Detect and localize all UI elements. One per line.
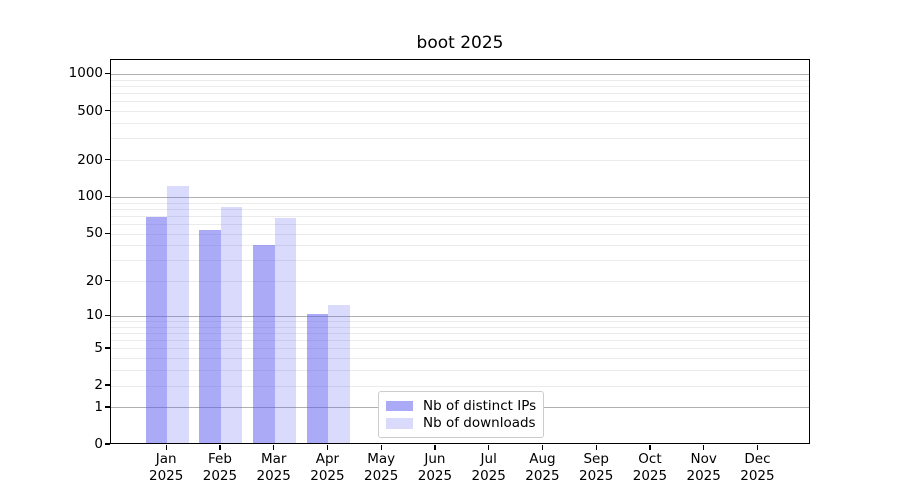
minor-gridline (111, 138, 809, 140)
minor-gridline (111, 85, 809, 87)
x-tick-mark (703, 445, 705, 450)
y-tick-label: 10 (85, 307, 103, 324)
minor-gridline (111, 93, 809, 95)
bar-downloads (328, 305, 350, 443)
x-tick-label: Apr 2025 (310, 451, 345, 484)
minor-gridline (111, 348, 809, 350)
x-tick-mark (756, 445, 759, 450)
y-tick-mark (105, 280, 110, 282)
y-tick-mark (105, 443, 110, 445)
bar-distinct-ips (253, 245, 275, 443)
minor-gridline (111, 358, 809, 360)
bar-downloads (220, 207, 243, 443)
x-tick-label: Dec 2025 (740, 451, 775, 484)
major-gridline (111, 315, 809, 317)
x-tick-mark (488, 445, 490, 450)
legend: Nb of distinct IPs Nb of downloads (378, 391, 544, 438)
minor-gridline (111, 160, 809, 162)
minor-gridline (111, 111, 809, 113)
minor-gridline (111, 202, 809, 204)
y-tick-label: 5 (94, 339, 103, 356)
minor-gridline (111, 281, 809, 283)
x-tick-label: Feb 2025 (202, 451, 238, 484)
legend-item-downloads: Nb of downloads (386, 415, 536, 433)
minor-gridline (111, 245, 809, 247)
minor-gridline (111, 233, 809, 235)
minor-gridline (111, 79, 809, 81)
y-tick-label: 200 (77, 151, 103, 168)
legend-label-downloads: Nb of downloads (423, 415, 536, 432)
x-tick-mark (541, 445, 544, 450)
chart-title: boot 2025 (416, 33, 504, 53)
y-tick-mark (105, 158, 110, 161)
minor-gridline (111, 370, 809, 372)
y-tick-label: 1000 (68, 65, 103, 82)
x-tick-mark (649, 445, 651, 450)
y-tick-mark (105, 384, 110, 386)
y-tick-label: 100 (77, 188, 103, 205)
bar-distinct-ips (145, 216, 168, 443)
minor-gridline (111, 340, 809, 342)
x-tick-label: Mar 2025 (256, 451, 291, 484)
y-tick-label: 20 (85, 272, 103, 289)
legend-item-distinct-ips: Nb of distinct IPs (386, 397, 537, 415)
minor-gridline (111, 326, 809, 328)
x-tick-mark (326, 445, 329, 450)
x-tick-mark (219, 445, 221, 450)
minor-gridline (111, 332, 809, 334)
minor-gridline (111, 260, 809, 262)
x-tick-label: Jun 2025 (417, 451, 453, 484)
x-tick-label: Sep 2025 (579, 451, 614, 484)
plot-area (110, 59, 810, 444)
y-tick-label: 0 (94, 436, 103, 452)
y-tick-label: 500 (77, 102, 103, 119)
legend-swatch-distinct-ips (386, 400, 413, 411)
x-tick-label: Aug 2025 (525, 451, 560, 484)
y-tick-mark (105, 232, 110, 234)
y-tick-mark (105, 72, 110, 75)
minor-gridline (111, 215, 809, 217)
minor-gridline (111, 321, 809, 322)
y-tick-label: 1 (94, 398, 103, 415)
minor-gridline (111, 224, 809, 226)
minor-gridline (111, 101, 809, 103)
bar-distinct-ips (306, 314, 329, 443)
y-tick-mark (105, 195, 110, 198)
x-tick-label: Jul 2025 (471, 451, 506, 484)
x-tick-label: Nov 2025 (686, 451, 721, 484)
x-tick-mark (165, 445, 167, 450)
bar-downloads (167, 185, 189, 443)
y-tick-mark (105, 347, 110, 349)
major-gridline (111, 196, 809, 198)
bar-distinct-ips (199, 230, 221, 443)
legend-swatch-downloads (386, 418, 413, 429)
bar-downloads (274, 218, 297, 443)
y-tick-label: 2 (94, 377, 103, 394)
x-tick-mark (595, 445, 597, 450)
minor-gridline (111, 123, 809, 125)
x-tick-mark (380, 445, 382, 450)
y-tick-mark (105, 314, 110, 317)
minor-gridline (111, 385, 809, 387)
y-tick-mark (105, 109, 110, 112)
x-tick-label: Jan 2025 (149, 451, 184, 484)
x-tick-label: Oct 2025 (632, 451, 668, 484)
x-tick-mark (273, 445, 275, 450)
y-tick-mark (105, 406, 110, 408)
minor-gridline (111, 208, 809, 210)
x-tick-label: May 2025 (364, 451, 399, 484)
major-gridline (111, 73, 809, 75)
legend-label-distinct-ips: Nb of distinct IPs (423, 397, 537, 414)
y-tick-label: 50 (85, 225, 103, 242)
x-tick-mark (434, 445, 436, 450)
